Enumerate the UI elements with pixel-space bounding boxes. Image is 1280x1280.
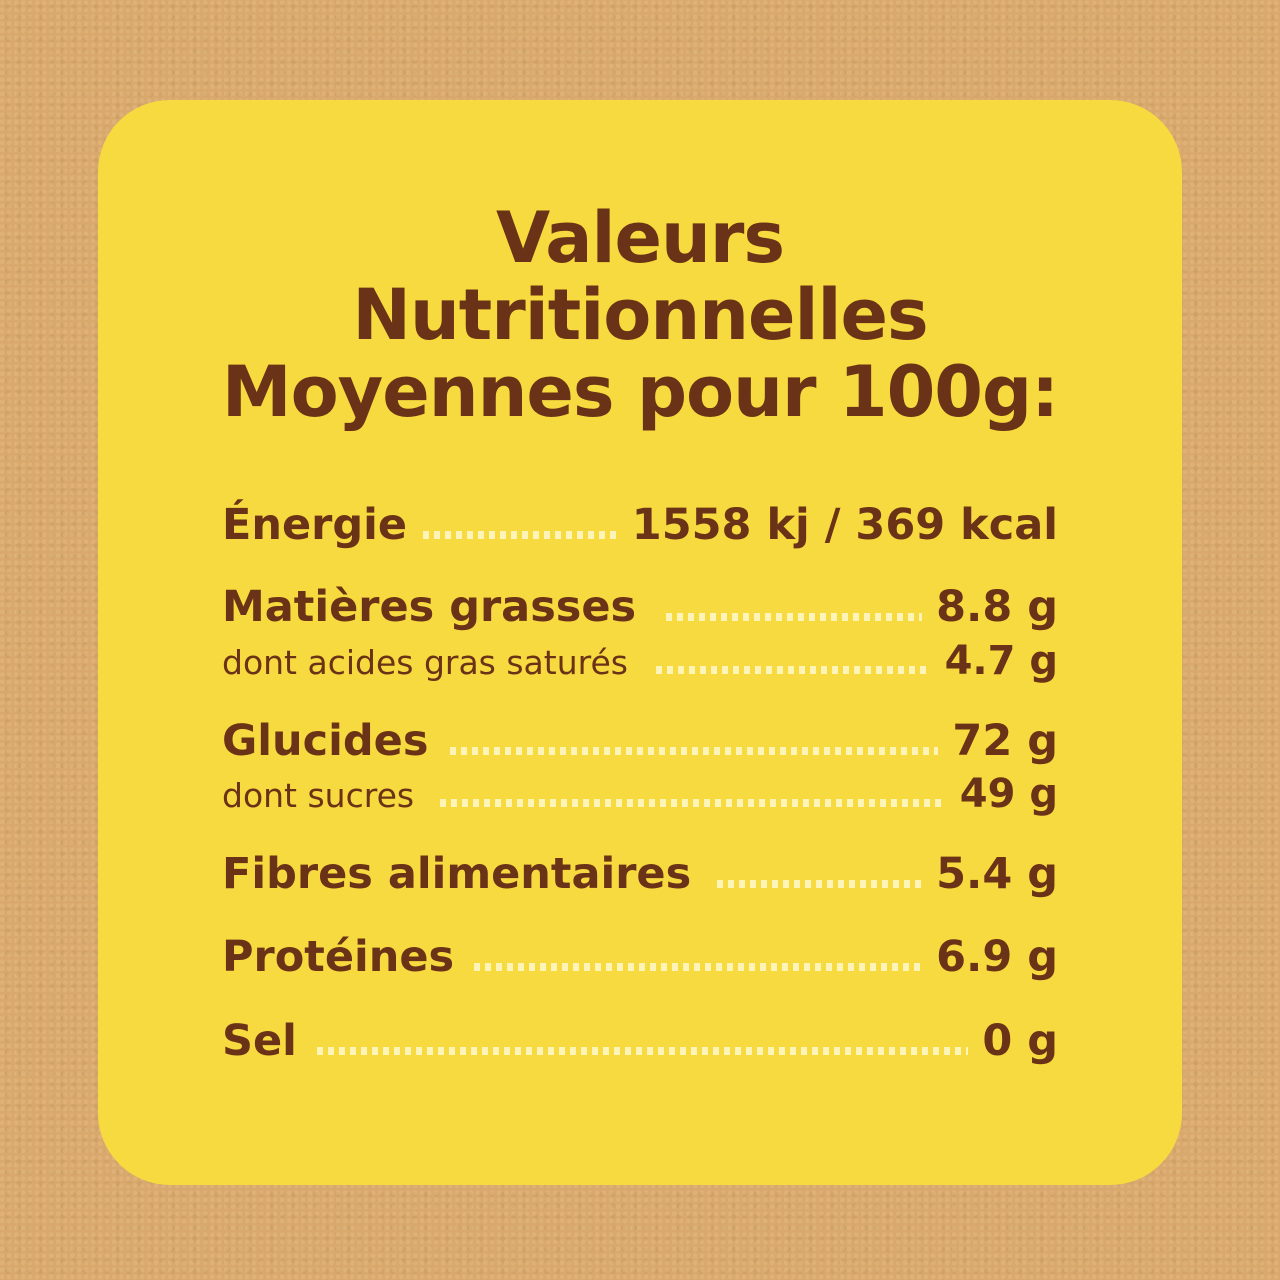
row-label: Sel bbox=[222, 1016, 297, 1066]
row-value: 49 g bbox=[959, 771, 1058, 817]
dot-leader bbox=[655, 666, 931, 674]
nutrition-card bbox=[98, 100, 1182, 1185]
nutrition-row-energie: Énergie 1558 kj / 369 kcal bbox=[222, 500, 1058, 550]
dot-leader bbox=[666, 613, 923, 621]
nutrition-title: Valeurs Nutritionnelles Moyennes pour 10… bbox=[0, 200, 1280, 431]
row-value: 0 g bbox=[982, 1016, 1058, 1066]
dot-leader bbox=[474, 963, 923, 971]
row-label: dont sucres bbox=[222, 776, 415, 815]
nutrition-row-sucres: dont sucres 49 g bbox=[222, 771, 1058, 817]
row-label: Glucides bbox=[222, 716, 429, 766]
nutrition-row-glucides: Glucides 72 g bbox=[222, 716, 1058, 766]
dot-leader bbox=[423, 531, 618, 539]
nutrition-row-sel: Sel 0 g bbox=[222, 1016, 1058, 1066]
dot-leader bbox=[440, 799, 946, 807]
row-value: 1558 kj / 369 kcal bbox=[631, 500, 1058, 550]
row-label: Fibres alimentaires bbox=[222, 849, 692, 899]
title-line: Moyennes pour 100g: bbox=[221, 351, 1059, 433]
row-label: dont acides gras saturés bbox=[222, 643, 628, 682]
row-label: Énergie bbox=[222, 500, 408, 550]
row-value: 4.7 g bbox=[944, 638, 1058, 684]
nutrition-row-fibres: Fibres alimentaires 5.4 g bbox=[222, 849, 1058, 899]
nutrition-row-matieres-grasses: Matières grasses 8.8 g bbox=[222, 582, 1058, 632]
row-value: 8.8 g bbox=[936, 582, 1058, 632]
dot-leader bbox=[316, 1047, 969, 1055]
nutrition-row-proteines: Protéines 6.9 g bbox=[222, 932, 1058, 982]
row-value: 6.9 g bbox=[936, 932, 1058, 982]
dot-leader bbox=[717, 880, 923, 888]
row-label: Protéines bbox=[222, 932, 455, 982]
row-value: 5.4 g bbox=[936, 849, 1058, 899]
nutrition-row-satures: dont acides gras saturés 4.7 g bbox=[222, 638, 1058, 684]
dot-leader bbox=[450, 747, 939, 755]
row-label: Matières grasses bbox=[222, 582, 637, 632]
title-line: Nutritionnelles bbox=[352, 274, 928, 356]
title-line: Valeurs bbox=[495, 197, 785, 279]
row-value: 72 g bbox=[952, 716, 1058, 766]
